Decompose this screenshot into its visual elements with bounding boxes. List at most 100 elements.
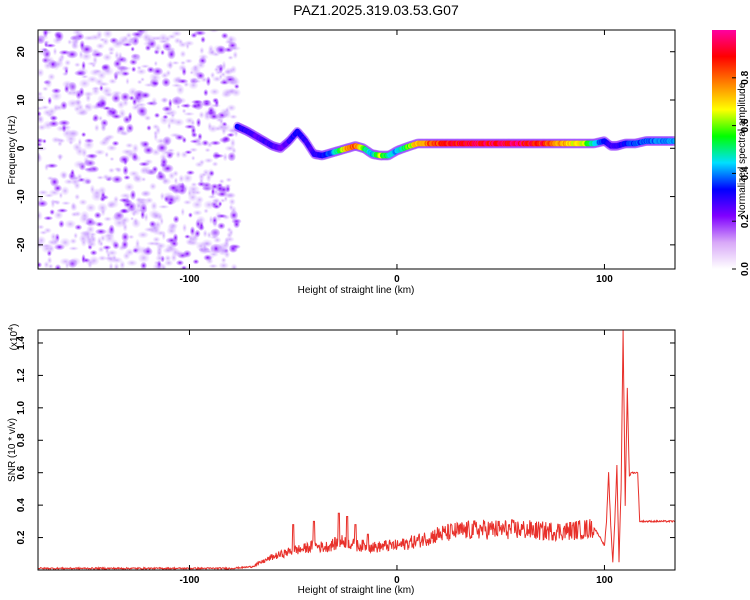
noise-blob (44, 56, 55, 65)
noise-blob (164, 259, 174, 267)
noise-blob (38, 262, 43, 268)
noise-blob (165, 61, 174, 69)
noise-blob (78, 87, 85, 97)
noise-blob (151, 97, 158, 107)
noise-blob (44, 193, 54, 198)
snr-x-tick-label: -100 (179, 575, 199, 586)
noise-blob (131, 66, 137, 73)
noise-blob (181, 265, 187, 269)
noise-blob (161, 177, 172, 185)
noise-blob (81, 254, 86, 264)
noise-blob (180, 151, 188, 159)
noise-blob (181, 136, 187, 144)
noise-blob (226, 132, 235, 138)
spectrogram-y-tick-label: 20 (16, 46, 27, 58)
noise-blob (78, 198, 88, 206)
noise-blob (211, 229, 219, 238)
snr-y-scale-prefix: (x10 (9, 330, 20, 350)
noise-blob (38, 110, 42, 117)
spectrogram-x-tick-label: -100 (179, 274, 199, 285)
noise-blob (81, 132, 87, 138)
spectrogram-noise-region (38, 30, 242, 269)
noise-blob (38, 142, 43, 147)
noise-blob (81, 52, 92, 61)
noise-blob (140, 190, 151, 197)
noise-blob (191, 99, 203, 105)
noise-blob (70, 169, 75, 177)
noise-blob (132, 217, 139, 226)
noise-blob (38, 106, 45, 111)
noise-blob (38, 236, 46, 245)
noise-blob (167, 200, 174, 206)
noise-blob (107, 46, 116, 53)
noise-blob (167, 49, 176, 60)
colorbar-tick-label: 0.8 (740, 70, 750, 84)
noise-blob (128, 95, 135, 101)
noise-blob (212, 153, 224, 158)
noise-blob (60, 186, 70, 196)
snr-x-ticks: -100 0 100 (179, 330, 613, 586)
noise-blob (121, 148, 133, 155)
noise-blob (165, 243, 177, 252)
noise-blob (95, 228, 107, 235)
noise-blob (99, 240, 104, 247)
noise-blob (143, 145, 154, 155)
noise-blob (182, 249, 192, 258)
noise-blob (133, 174, 144, 184)
noise-blob (119, 64, 124, 75)
noise-blob (191, 155, 196, 161)
spectrogram-x-label: Height of straight line (km) (298, 285, 415, 296)
noise-blob (156, 260, 162, 268)
noise-blob (94, 149, 106, 156)
noise-blob (64, 84, 70, 94)
noise-blob (101, 86, 112, 96)
noise-blob (198, 159, 205, 165)
noise-blob (223, 74, 235, 80)
noise-blob (200, 36, 206, 43)
noise-blob (184, 58, 193, 64)
noise-blob (148, 220, 157, 228)
noise-blob (49, 115, 58, 121)
snr-plot: -100 0 100 0.2 0.4 0.6 0.8 1.0 1.2 1.4 Height of… (7, 324, 676, 596)
noise-blob (178, 174, 185, 183)
noise-blob (78, 234, 88, 243)
noise-blob (182, 223, 188, 233)
noise-blob (81, 147, 88, 158)
figure-title: PAZ1.2025.319.03.53.G07 (293, 2, 459, 18)
noise-blob (75, 109, 88, 116)
noise-blob (59, 170, 68, 179)
noise-blob (74, 62, 81, 68)
noise-blob (137, 231, 149, 239)
noise-blob (232, 50, 238, 59)
noise-blob (111, 140, 120, 147)
noise-blob (228, 204, 234, 211)
noise-blob (168, 184, 179, 192)
noise-blob (39, 195, 44, 203)
noise-blob (103, 135, 112, 142)
noise-blob (144, 227, 155, 233)
noise-blob (207, 49, 217, 56)
noise-blob (185, 42, 190, 50)
noise-blob (38, 210, 43, 221)
noise-blob (198, 172, 205, 181)
noise-blob (199, 221, 204, 230)
colorbar-label: Normalized spectral amplitude (737, 82, 748, 217)
snr-y-ticks: 0.2 0.4 0.6 0.8 1.0 1.2 1.4 (16, 336, 675, 545)
noise-blob (167, 121, 172, 130)
noise-blob (102, 174, 110, 181)
noise-blob (162, 135, 173, 145)
noise-blob (130, 46, 135, 52)
noise-blob (212, 75, 222, 82)
noise-blob (198, 111, 205, 119)
colorbar-tick-label: 0.4 (740, 166, 750, 180)
noise-blob (112, 241, 120, 250)
noise-blob (74, 224, 83, 231)
noise-blob (55, 31, 64, 42)
noise-blob (130, 216, 135, 221)
noise-blob (90, 48, 100, 55)
noise-blob (225, 192, 237, 199)
noise-blob (194, 229, 201, 238)
noise-blob (128, 234, 135, 240)
noise-blob (212, 204, 221, 210)
noise-blob (180, 60, 186, 65)
